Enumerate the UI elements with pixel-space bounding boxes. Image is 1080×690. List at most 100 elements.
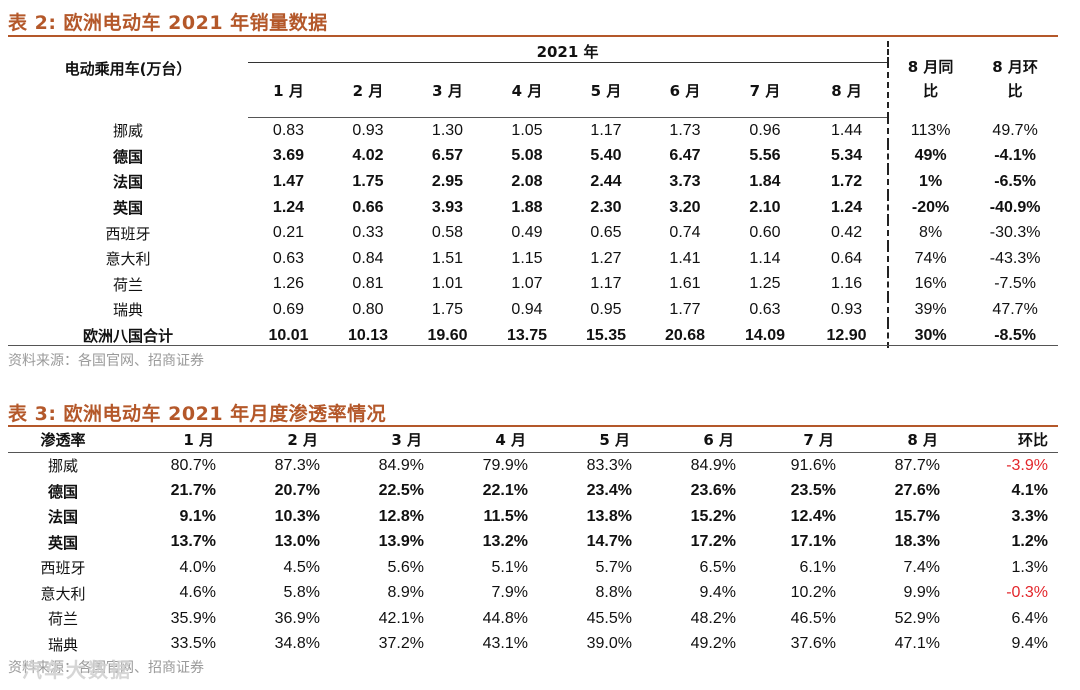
month-header: 1 月	[118, 427, 220, 453]
value-cell: 8.8%	[595, 584, 632, 602]
value-cell: 10.13	[347, 326, 389, 344]
table-row: 西班牙 0.21 0.33 0.58 0.49 0.65 0.74 0.60 0.42 8% -30…	[8, 220, 1058, 246]
mom-cell: -4.1%	[994, 147, 1036, 165]
value-cell: 5.1%	[491, 558, 528, 576]
value-cell: 44.8%	[482, 609, 528, 627]
value-cell: 4.02	[352, 147, 384, 165]
mom-cell: -40.9%	[989, 198, 1041, 216]
mom-cell: -0.3%	[1006, 584, 1048, 602]
value-cell: 79.9%	[482, 456, 528, 474]
value-cell: 87.3%	[274, 456, 320, 474]
value-cell: 37.6%	[790, 635, 836, 653]
yoy-header: 8 月同 比	[887, 41, 973, 118]
country-cell: 德国	[112, 147, 143, 166]
yoy-header-line1: 8 月同	[907, 58, 954, 77]
value-cell: 9.9%	[903, 584, 940, 602]
value-cell: 0.84	[352, 249, 384, 267]
value-cell: 2.95	[431, 172, 464, 190]
value-cell: 13.75	[506, 326, 548, 344]
yoy-cell: 30%	[887, 322, 973, 349]
month-header: 8 月	[806, 62, 889, 118]
value-cell: 9.4%	[699, 584, 736, 602]
value-cell: 27.6%	[894, 482, 940, 500]
value-cell: 7.9%	[491, 584, 528, 602]
table-row: 挪威 0.83 0.93 1.30 1.05 1.17 1.73 0.96 1.44 113% 49…	[8, 117, 1058, 144]
month-header: 1 月	[248, 62, 329, 118]
value-cell: 0.49	[511, 224, 543, 242]
value-cell: 23.4%	[586, 482, 632, 500]
table-row: 瑞典 33.5% 34.8% 37.2% 43.1% 39.0% 49.2% 37.6% 47.…	[8, 632, 1058, 658]
value-cell: 13.9%	[378, 533, 424, 551]
table-row: 英国 1.24 0.66 3.93 1.88 2.30 3.20 2.10 1.24 -20% -4…	[8, 194, 1058, 221]
mom-header: 8 月环 比	[972, 41, 1058, 118]
value-cell: 8.9%	[387, 584, 424, 602]
country-cell: 欧洲八国合计	[82, 327, 173, 346]
country-cell: 法国	[112, 173, 143, 192]
value-cell: 6.57	[431, 147, 464, 165]
table-row: 意大利 4.6% 5.8% 8.9% 7.9% 8.8% 9.4% 10.2% 9.9% -0.3…	[8, 581, 1058, 607]
value-cell: 0.21	[272, 224, 305, 242]
value-cell: 5.7%	[595, 558, 632, 576]
value-cell: 1.24	[272, 198, 305, 216]
table-row: 挪威 80.7% 87.3% 84.9% 79.9% 83.3% 84.9% 91.6% 87.…	[8, 453, 1058, 479]
country-cell: 法国	[47, 508, 78, 527]
value-cell: 4.6%	[179, 584, 216, 602]
value-cell: 1.30	[431, 121, 464, 139]
mom-cell: -30.3%	[989, 224, 1041, 242]
value-cell: 0.58	[431, 224, 464, 242]
value-cell: 1.75	[352, 172, 384, 190]
value-cell: 1.41	[669, 249, 701, 267]
value-cell: 5.34	[830, 147, 863, 165]
value-cell: 1.44	[830, 121, 863, 139]
value-cell: 45.5%	[586, 609, 632, 627]
table-row: 英国 13.7% 13.0% 13.9% 13.2% 14.7% 17.2% 17.1% 18.…	[8, 530, 1058, 556]
month-header: 3 月	[407, 62, 488, 118]
value-cell: 0.80	[352, 300, 384, 318]
value-cell: 34.8%	[274, 635, 320, 653]
value-cell: 1.84	[749, 172, 781, 190]
value-cell: 5.6%	[387, 558, 424, 576]
value-cell: 1.61	[669, 275, 701, 293]
value-cell: 52.9%	[894, 609, 940, 627]
value-cell: 39.0%	[586, 635, 632, 653]
value-cell: 1.17	[590, 121, 622, 139]
mom-cell: -7.5%	[994, 275, 1036, 293]
table-row: 德国 21.7% 20.7% 22.5% 22.1% 23.4% 23.6% 23.5% 27.…	[8, 479, 1058, 505]
value-cell: 37.2%	[378, 635, 424, 653]
value-cell: 48.2%	[690, 609, 736, 627]
value-cell: 0.60	[749, 224, 781, 242]
value-cell: 22.5%	[378, 482, 424, 500]
penetration-corner-header: 渗透率	[8, 427, 118, 453]
value-cell: 0.93	[830, 300, 863, 318]
table-row: 意大利 0.63 0.84 1.51 1.15 1.27 1.41 1.14 0.64 74% -4…	[8, 245, 1058, 272]
table-row: 欧洲八国合计 10.01 10.13 19.60 13.75 15.35 20.68 14.0…	[8, 322, 1058, 349]
value-cell: 1.27	[590, 249, 622, 267]
mom-cell: 49.7%	[992, 121, 1038, 139]
mom-cell: 1.3%	[1011, 558, 1048, 576]
value-cell: 19.60	[427, 326, 468, 344]
value-cell: 1.88	[511, 198, 543, 216]
value-cell: 17.1%	[790, 533, 836, 551]
value-cell: 1.05	[511, 121, 543, 139]
table-row: 西班牙 4.0% 4.5% 5.6% 5.1% 5.7% 6.5% 6.1% 7.4% 1.3%	[8, 555, 1058, 581]
value-cell: 35.9%	[170, 609, 216, 627]
value-cell: 5.08	[511, 147, 543, 165]
value-cell: 15.7%	[894, 507, 940, 525]
value-cell: 6.5%	[699, 558, 736, 576]
value-cell: 3.69	[272, 147, 305, 165]
month-header: 5 月	[566, 62, 646, 118]
value-cell: 23.6%	[690, 482, 736, 500]
country-cell: 瑞典	[47, 635, 78, 654]
value-cell: 1.14	[749, 249, 781, 267]
month-header: 5 月	[532, 427, 636, 453]
value-cell: 0.83	[272, 121, 305, 139]
yoy-header-line2: 比	[923, 82, 939, 101]
value-cell: 23.5%	[790, 482, 836, 500]
value-cell: 7.4%	[903, 558, 940, 576]
value-cell: 10.01	[268, 326, 309, 344]
table2-title: 表 2: 欧洲电动车 2021 年销量数据	[8, 12, 328, 34]
value-cell: 43.1%	[482, 635, 528, 653]
mom-cell: -8.5%	[994, 326, 1036, 344]
country-cell: 瑞典	[112, 301, 143, 320]
value-cell: 0.81	[352, 275, 384, 293]
